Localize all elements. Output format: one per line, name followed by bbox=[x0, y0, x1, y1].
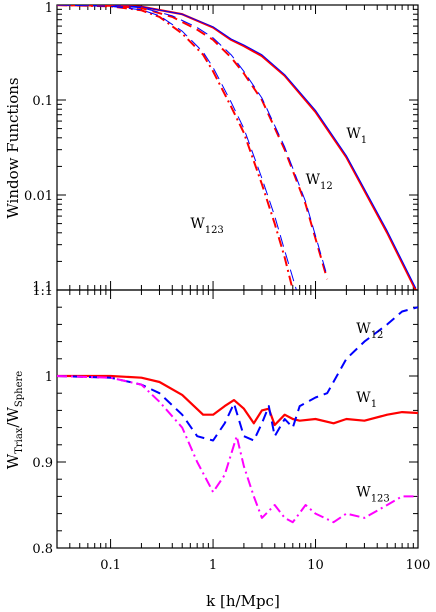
curve-label-w1: W1 bbox=[346, 126, 367, 146]
y-tick-label: 0.9 bbox=[32, 456, 53, 471]
ylabel-sub-triax: Triax bbox=[14, 427, 25, 454]
ylabel-w: W bbox=[4, 453, 22, 469]
y-tick-label: 0.8 bbox=[32, 542, 53, 557]
plot-frame bbox=[56, 4, 419, 291]
x-tick-label: 0.1 bbox=[100, 558, 121, 573]
ylabel-sub-sphere: Sphere bbox=[14, 371, 25, 407]
curve-label-w123: W123 bbox=[190, 216, 223, 236]
series-line-w12 bbox=[57, 306, 418, 442]
curve-label-w123: W123 bbox=[356, 484, 389, 504]
x-axis-label: k [h/Mpc] bbox=[206, 592, 280, 610]
y-tick-label: 1.1 bbox=[32, 280, 53, 295]
top-panel: 1.1 0.01 0.1 1 W1 W12 W123 bbox=[24, 1, 419, 295]
series-line-w1-sphere bbox=[57, 5, 417, 289]
plot-frame bbox=[56, 289, 419, 549]
series-line-w12 bbox=[57, 5, 329, 280]
y-tick-label: 1.1 bbox=[32, 284, 53, 299]
x-tick-label: 1 bbox=[209, 558, 217, 573]
y-tick-label: 0.1 bbox=[32, 94, 53, 109]
curve-label-w1: W1 bbox=[356, 390, 377, 410]
ylabel-slash-w: /W bbox=[4, 407, 22, 428]
x-tick-label: 10 bbox=[307, 558, 324, 573]
curve-label-w12: W12 bbox=[306, 172, 333, 192]
series-line-w123 bbox=[57, 375, 418, 524]
top-y-axis-label: Window Functions bbox=[4, 77, 22, 218]
series-line-w123 bbox=[57, 5, 294, 290]
bottom-panel: 0.8 0.9 1 1.1 0.1 1 10 100 W12 W1 W123 bbox=[32, 284, 430, 573]
curve-label-w12: W12 bbox=[356, 321, 383, 341]
y-tick-label: 0.01 bbox=[24, 189, 53, 204]
series-line-w1 bbox=[57, 5, 417, 290]
series-line-w123-sphere bbox=[57, 5, 297, 290]
series-line-w1 bbox=[57, 374, 418, 427]
series-line-w12-sphere bbox=[57, 5, 328, 277]
x-tick-label: 100 bbox=[406, 558, 431, 573]
bottom-y-axis-label: WTriax/WSphere bbox=[4, 371, 25, 470]
y-tick-label: 1 bbox=[45, 370, 53, 385]
y-tick-label: 1 bbox=[45, 1, 53, 16]
